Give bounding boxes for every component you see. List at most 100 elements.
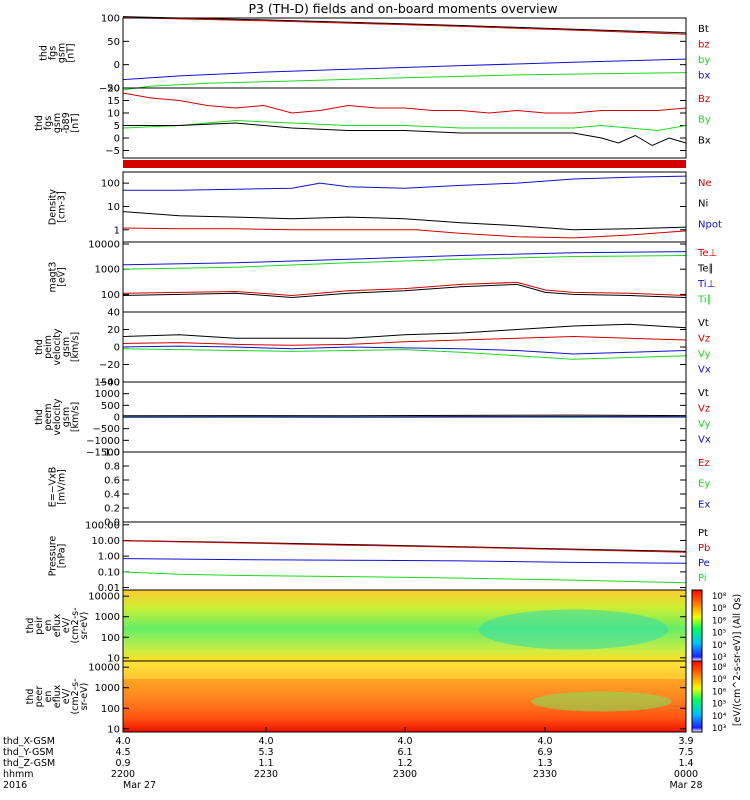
legend-Pb: Pb — [698, 543, 710, 554]
ytick-label: 100 — [101, 14, 120, 25]
ytick-label: 1500 — [95, 378, 120, 389]
legend-Vz: Vz — [698, 404, 710, 415]
xaxis-value: 6.1 — [397, 747, 412, 758]
legend-Ne: Ne — [698, 178, 712, 189]
legend-Vz: Vz — [698, 334, 710, 345]
series-Te⊥ — [122, 281, 687, 297]
legend-By: By — [698, 115, 711, 126]
ylabel-line: thd — [25, 689, 36, 705]
series-Ne — [122, 227, 687, 239]
ytick-label: 10 — [107, 724, 120, 735]
colorbar-label: 10⁸ — [712, 592, 727, 602]
xaxis-value: 1.2 — [397, 758, 412, 769]
series-Pb — [122, 540, 687, 553]
ylabel-line: [mV/m] — [57, 469, 68, 505]
spectrogram-feature — [531, 691, 672, 712]
ylabel-line: thd — [34, 409, 45, 425]
ylabel-line: sr-eV) — [79, 683, 90, 711]
series-Vt — [122, 323, 687, 339]
ylabel-line: [nT] — [70, 113, 81, 132]
colorbar-label: 10⁸ — [712, 663, 727, 673]
legend-Bz: Bz — [698, 94, 710, 105]
ytick-label: 1 — [114, 225, 120, 236]
series-Pi — [122, 571, 687, 584]
legend-Npot: Npot — [698, 219, 722, 230]
colorbar — [691, 589, 703, 662]
xaxis-value: 4.0 — [115, 736, 130, 747]
ylabel-line: eV/ — [61, 617, 72, 633]
ytick-label: 10000 — [88, 663, 120, 674]
ytick-label: 1.0 — [104, 448, 120, 459]
ytick-label: 0.0 — [104, 518, 120, 529]
panel-p7: 1.0 0.8 0.6 0.4 0.2 0.0 Ez Ey Ex E=−VxB[mV/m] — [48, 448, 711, 529]
series-Vx — [122, 345, 687, 355]
series-Bx — [123, 122, 687, 147]
ytick-label: 10 — [107, 653, 120, 664]
ylabel-line: gsm — [57, 43, 68, 63]
legend-Ex: Ex — [698, 499, 710, 510]
ytick-label: 1000 — [95, 683, 120, 694]
panel-p3: 100 10 1 Ne Ni Npot Density[cm-3] — [48, 171, 722, 243]
series-Ni — [122, 211, 687, 231]
colorbar-label: 10³ — [712, 724, 726, 734]
ytick-label: 0.4 — [104, 490, 120, 501]
legend-Pt: Pt — [698, 528, 708, 539]
ytick-label: 20 — [107, 325, 120, 336]
ytick-label: 40 — [107, 308, 120, 319]
ytick-label: 0 — [114, 60, 120, 71]
legend-Te⊥: Te⊥ — [697, 248, 717, 259]
xaxis-row-label: thd_X-GSM — [3, 736, 55, 747]
xaxis-value: Mar 27 — [123, 780, 156, 791]
panel-frame — [122, 171, 687, 243]
ytick-label: 1000 — [95, 389, 120, 400]
ylabel-line: [nT] — [66, 43, 77, 62]
ytick-label: −40 — [99, 378, 120, 389]
panel-p9: 10000 1000 100 10 thdpeirenefluxeV/(cm2-s-sr… — [25, 589, 687, 664]
ytick-label: −1000 — [86, 436, 120, 447]
xaxis-value: 2300 — [393, 769, 417, 780]
xaxis-value: 0.9 — [115, 758, 130, 769]
ylabel-line: velocity — [52, 398, 63, 436]
ytick-label: 0.2 — [104, 504, 120, 515]
ytick-label: 100 — [101, 704, 120, 715]
legend-Bt: Bt — [698, 24, 709, 35]
series-Pe — [122, 558, 687, 564]
series-bz — [122, 17, 687, 35]
ylabel-line: eflux — [52, 613, 63, 637]
legend-Ni: Ni — [698, 199, 708, 210]
ytick-label: 0.01 — [98, 583, 120, 594]
ylabel-line: E=−VxB — [48, 467, 59, 508]
legend-Ti∥: Ti∥ — [697, 295, 712, 306]
legend-Te∥: Te∥ — [697, 264, 714, 275]
xaxis-row-label: thd_Z-GSM — [3, 758, 55, 769]
series-By — [122, 119, 687, 132]
ylabel-line: thd — [25, 618, 36, 634]
legend-by: by — [698, 55, 710, 66]
series-Npot — [123, 175, 687, 191]
colorbar-label: 10³ — [712, 653, 726, 663]
colorbar-label: 10⁵ — [712, 629, 726, 639]
series-Te∥ — [122, 283, 687, 299]
ylabel-line: -b89 — [61, 112, 72, 134]
ylabel-line: (cm2-s- — [70, 678, 81, 714]
ylabel-line: fgs — [43, 116, 54, 130]
legend-bx: bx — [698, 71, 710, 82]
xaxis-value: 4.0 — [537, 736, 552, 747]
ylabel-line: sr-eV) — [79, 612, 90, 640]
ytick-label: 10 — [107, 202, 120, 213]
panel-frame — [122, 521, 687, 591]
ylabel-line: peer — [34, 686, 45, 708]
ytick-label: −5 — [105, 146, 120, 157]
ylabel-line: velocity — [52, 328, 63, 366]
ytick-label: −1500 — [86, 448, 120, 459]
ylabel-line: (cm2-s- — [70, 607, 81, 643]
xaxis-value: 2200 — [111, 769, 135, 780]
ylabel-line: [km/s] — [70, 332, 81, 362]
ylabel-line: fgs — [48, 46, 59, 60]
ylabel-line: [eV] — [57, 267, 68, 287]
ytick-label: 0.10 — [98, 567, 120, 578]
xaxis-value: 4.0 — [397, 736, 412, 747]
legend-Ti⊥: Ti⊥ — [697, 279, 715, 290]
ytick-label: 1000 — [95, 612, 120, 623]
